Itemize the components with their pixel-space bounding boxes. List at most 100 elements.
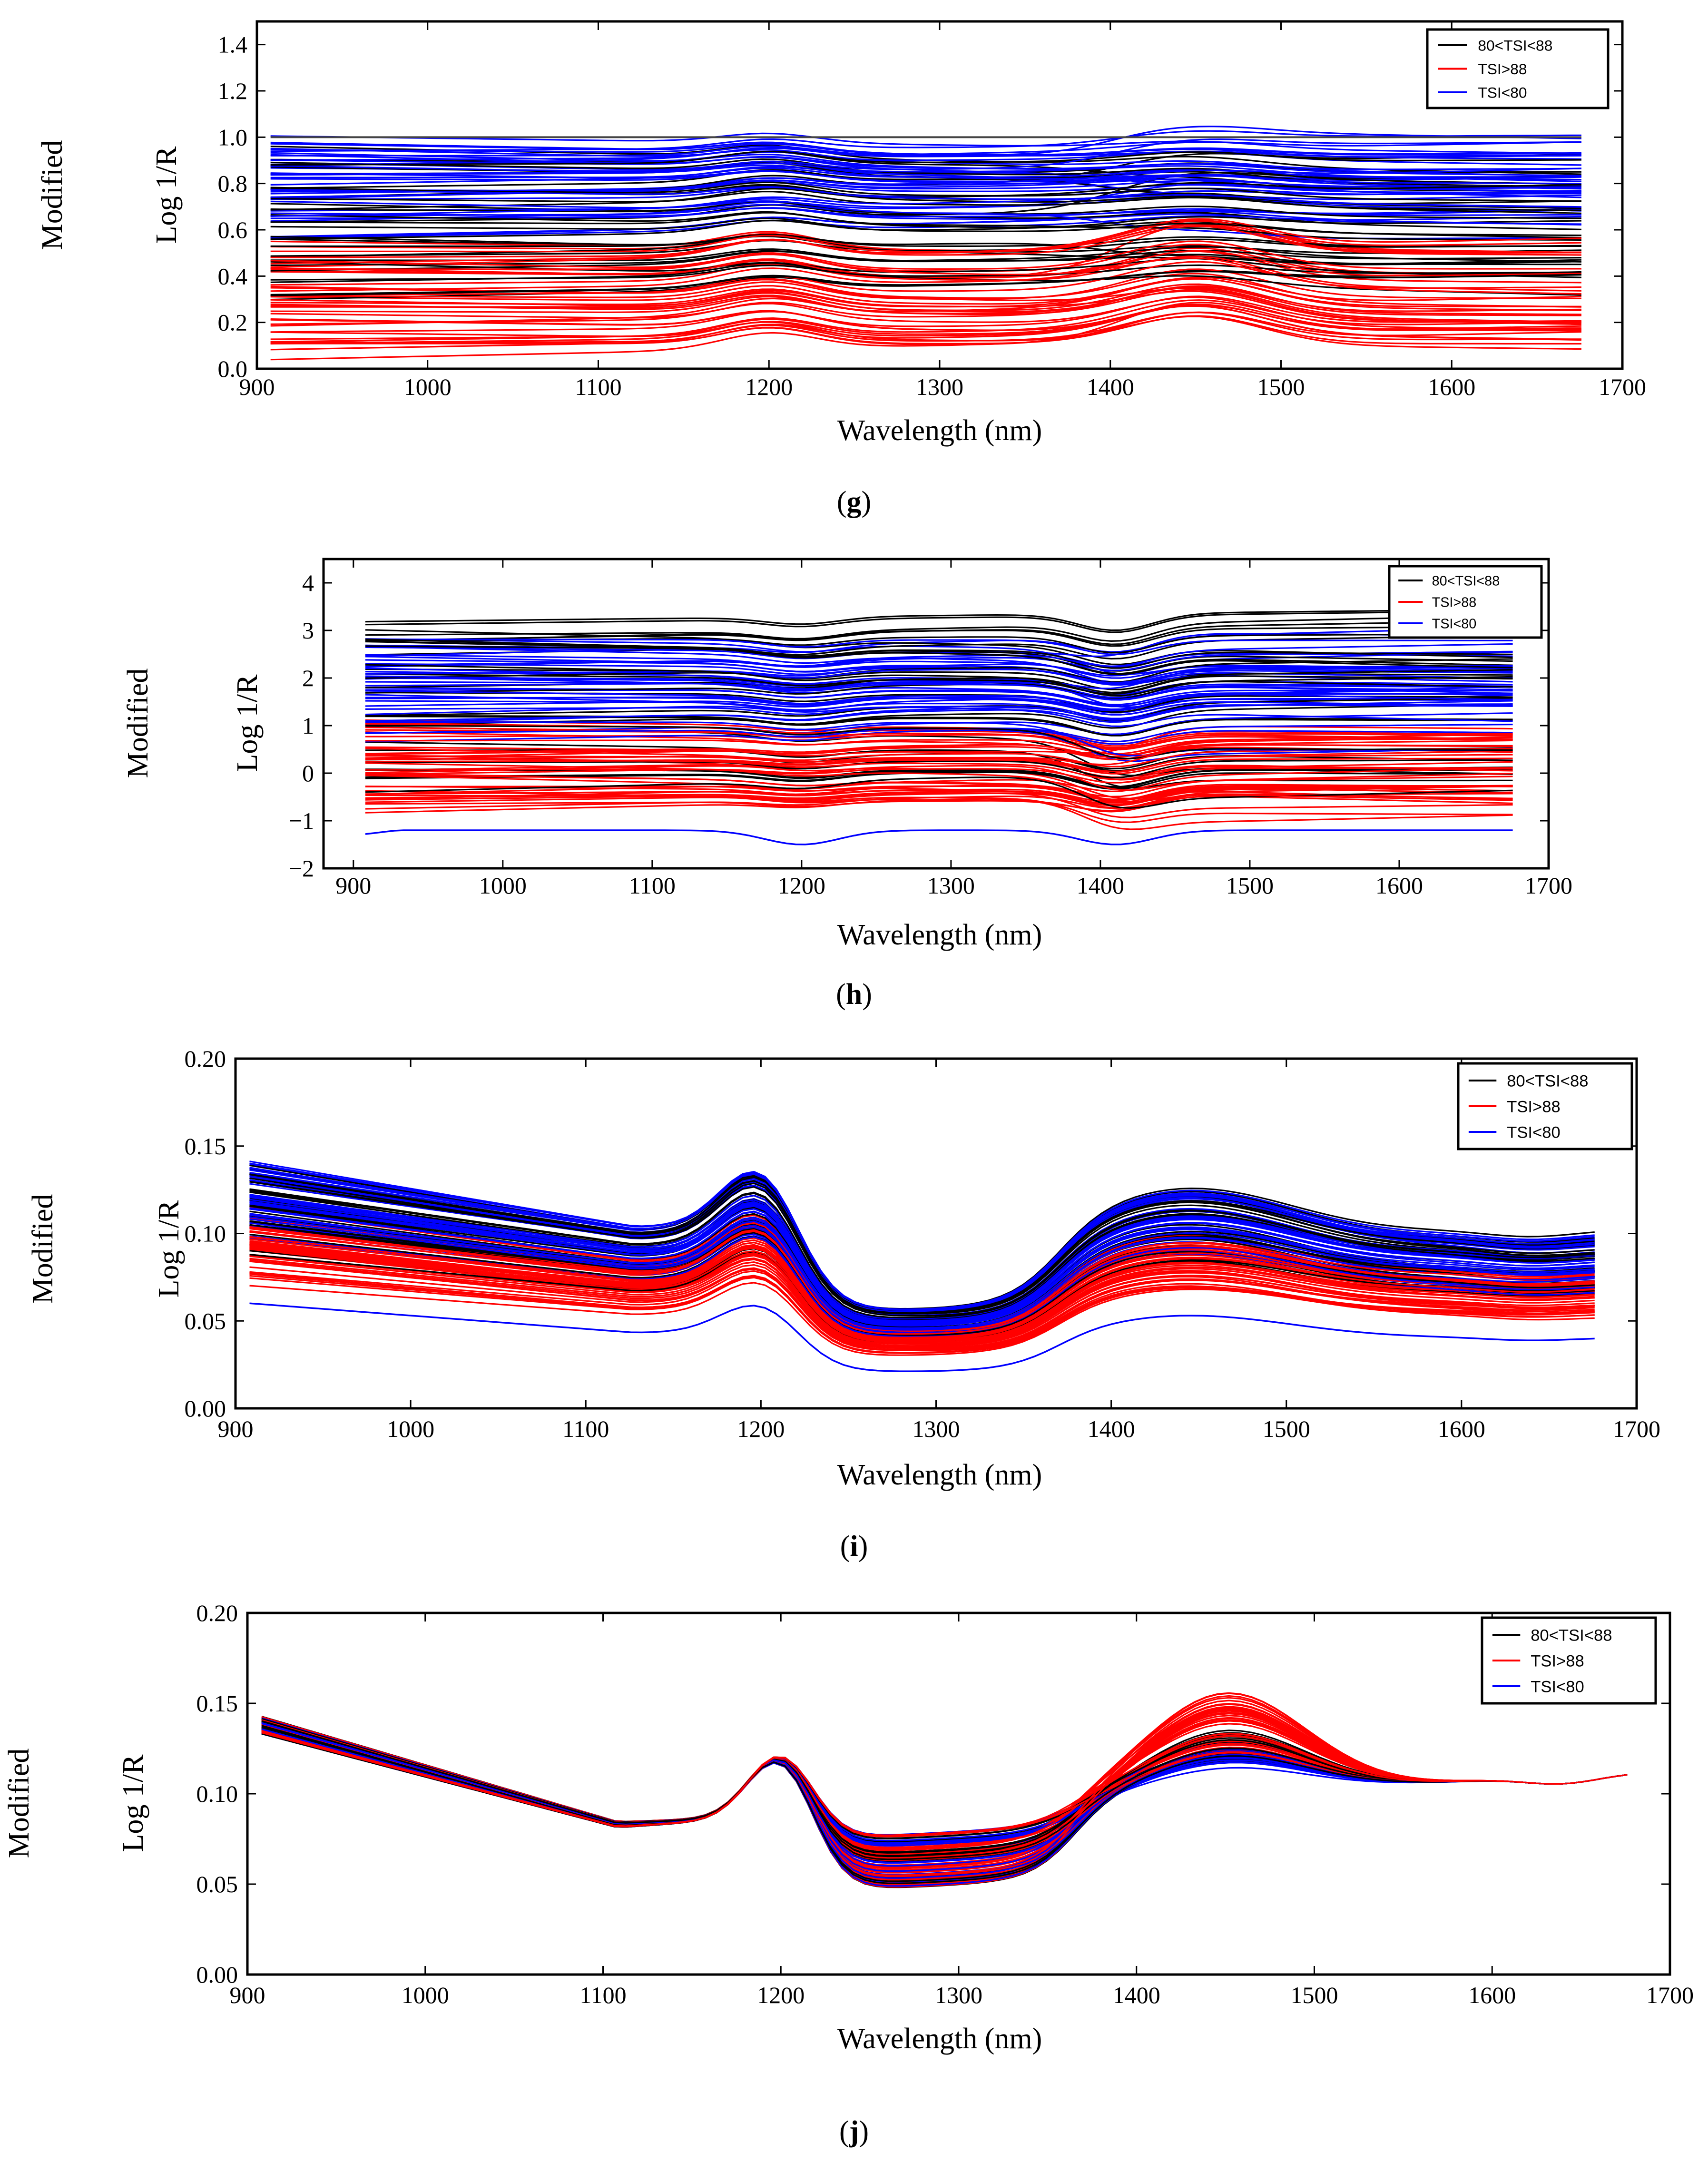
legend-entry-label: TSI>88 [1478,60,1527,78]
y-tick-label: 1.0 [218,124,248,150]
x-tick-label: 1600 [1375,872,1423,899]
series-line-g [270,285,1581,325]
series-line-h [365,690,1513,716]
legend-entry-label: TSI<80 [1432,616,1477,631]
x-tick-label: 1200 [778,872,825,899]
series-line-h [365,694,1513,724]
y-tick-label: −2 [289,855,314,882]
y-tick-label: 0.00 [185,1395,226,1422]
series-line-g [270,147,1581,161]
panel-i: 900 1000 1100 1200 1300 1400 1500 1600 1700 0.00 0… [27,1045,1660,1563]
series-line-g [270,285,1581,316]
x-tick-label: 1300 [927,872,975,899]
series-line-i [249,1244,1595,1342]
x-tick-label: 1500 [1291,1982,1338,2008]
y-tick-label: 0.20 [185,1045,226,1072]
series-line-h [365,726,1513,757]
series-line-g [270,219,1581,254]
y-tick-label: 0.00 [196,1961,238,1988]
series-line-g [270,212,1581,241]
series-line-g [270,299,1581,343]
legend-entry-label: 80<TSI<88 [1432,573,1500,589]
panel-j: 900 1000 1100 1200 1300 1400 1500 1600 1700 0.00 0… [3,1600,1694,2148]
series-line-i [249,1177,1595,1317]
y-axis-outer-label: Modified [122,668,154,778]
legend-entry-label: TSI>88 [1531,1652,1584,1670]
x-tick-label: 900 [335,872,371,899]
y-tick-label: 0.05 [185,1307,226,1334]
series-line-g [270,302,1581,345]
x-tick-label: 1700 [1613,1415,1660,1442]
x-tick-label: 1700 [1646,1982,1694,2008]
y-axis-label: Log 1/R [117,1754,149,1852]
panel-caption: (i) [840,1530,868,1563]
x-tick-label: 1100 [629,872,676,899]
series-line-g [270,315,1581,345]
x-tick-label: 900 [230,1982,265,2008]
y-tick-label: 1.4 [218,31,248,58]
x-tick-label: 1100 [562,1415,609,1442]
series-line-g [270,158,1581,185]
series-lines-g [270,126,1581,361]
series-line-j [261,1711,1628,1876]
y-axis-label: Log 1/R [150,146,183,244]
y-tick-label: 0.15 [185,1133,226,1160]
x-tick-label: 1500 [1263,1415,1310,1442]
x-axis-label: Wavelength (nm) [837,414,1042,447]
series-line-h [365,658,1513,683]
panel-h: 900 1000 1100 1200 1300 1400 1500 1600 1700 −2 −1 0… [122,558,1572,1011]
series-line-i [249,1214,1595,1329]
x-tick-label: 1600 [1468,1982,1516,2008]
x-tick-label: 1100 [575,373,621,400]
series-line-h [365,656,1513,686]
x-tick-label: 1400 [1077,872,1124,899]
series-line-j [261,1720,1628,1885]
legend-i: 80<TSI<88 TSI>88 TSI<80 [1457,1062,1633,1150]
series-line-g [270,200,1581,226]
x-tick-label: 1400 [1088,1415,1135,1442]
series-line-i [249,1246,1595,1344]
panel-caption: (g) [837,486,871,518]
series-line-g [270,132,1581,155]
series-line-h [365,694,1513,727]
y-axis-outer-label: Modified [27,1194,59,1304]
series-line-i [249,1255,1595,1347]
series-line-h [365,757,1513,775]
series-line-i [249,1258,1595,1348]
series-line-g [270,234,1581,247]
legend-entry-label: TSI<80 [1478,84,1527,101]
series-line-g [270,261,1581,296]
series-line-g [270,181,1581,194]
series-line-i [249,1216,1595,1331]
series-line-h [365,675,1513,701]
series-line-h [365,739,1513,761]
x-tick-label: 1300 [916,373,963,400]
x-tick-label: 1300 [935,1982,982,2008]
x-tick-label: 1300 [913,1415,960,1442]
x-tick-label: 1000 [387,1415,434,1442]
series-line-j [261,1702,1628,1848]
y-tick-label: 1.2 [218,78,248,104]
series-line-h [365,626,1513,647]
series-line-h [365,737,1513,758]
series-line-h [365,744,1513,766]
series-line-h [365,681,1513,700]
series-line-g [270,216,1581,240]
series-line-g [270,240,1581,270]
series-line-h [365,673,1513,695]
series-line-j [261,1692,1628,1849]
panel-g: 900 1000 1100 1200 1300 1400 1500 1600 1700 0.0 0.… [36,20,1646,518]
x-tick-label: 1700 [1599,373,1646,400]
series-line-g [270,253,1581,295]
series-line-i [249,1236,1595,1339]
series-line-g [270,141,1581,166]
y-tick-label: 0.05 [196,1871,238,1897]
series-line-h [365,775,1513,809]
series-line-j [261,1723,1628,1887]
series-line-i [249,1201,1595,1322]
y-tick-label: 0.6 [218,216,248,243]
x-tick-label: 1100 [579,1982,626,2008]
x-tick-label: 1400 [1087,373,1134,400]
series-line-i [249,1167,1595,1311]
x-tick-label: 1600 [1428,373,1475,400]
